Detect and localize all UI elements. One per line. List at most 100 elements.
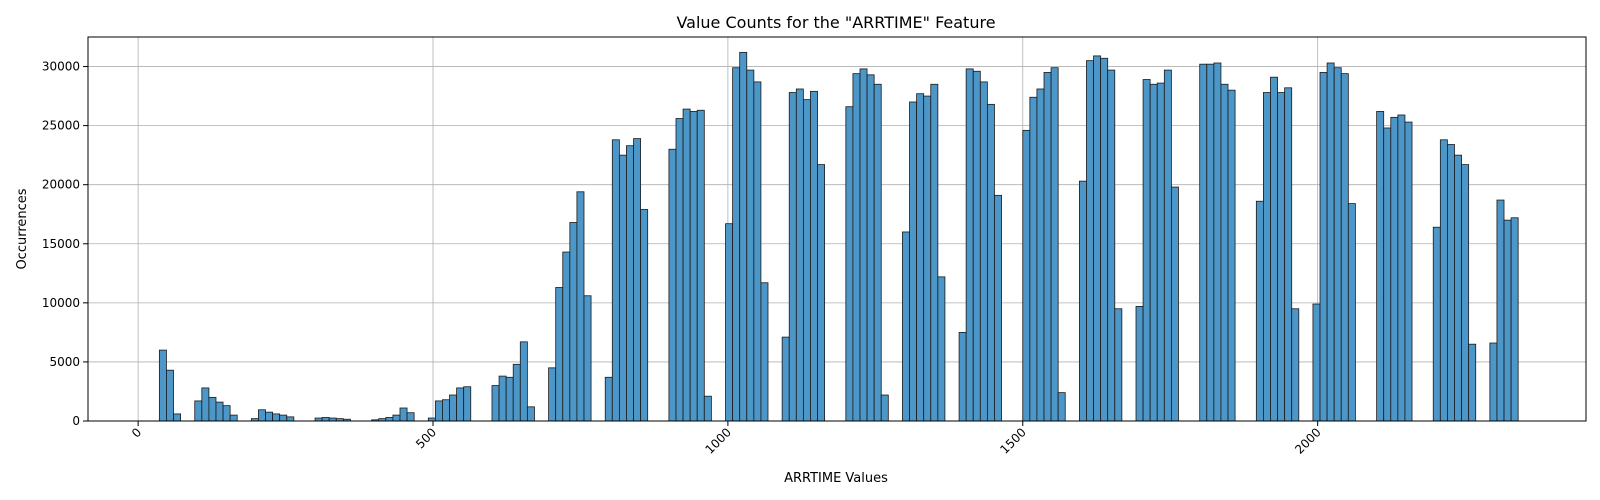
histogram-bar xyxy=(569,222,578,422)
histogram-bar xyxy=(1510,217,1519,422)
histogram-bar xyxy=(201,387,210,422)
histogram-bar xyxy=(1227,89,1236,422)
y-tick-label: 10000 xyxy=(42,296,80,310)
histogram-bar xyxy=(689,111,698,422)
histogram-bar xyxy=(1093,55,1102,422)
histogram-bar xyxy=(923,95,932,422)
histogram-bar xyxy=(1057,392,1066,422)
histogram-bar xyxy=(1050,67,1059,422)
histogram-bar xyxy=(1454,154,1462,422)
histogram-bar xyxy=(555,287,564,422)
histogram-bar xyxy=(258,409,266,422)
histogram-bar xyxy=(158,349,167,422)
histogram-bar xyxy=(909,101,918,422)
histogram-bar xyxy=(1156,82,1165,422)
histogram-bar xyxy=(746,69,755,422)
histogram-bar xyxy=(399,407,408,422)
histogram-bar xyxy=(1404,121,1413,422)
histogram-bar xyxy=(1496,199,1505,422)
histogram-bar xyxy=(1333,67,1342,422)
histogram-bar xyxy=(1114,308,1123,422)
histogram-bar xyxy=(498,375,507,422)
histogram-bar xyxy=(512,363,521,422)
histogram-bar xyxy=(1468,343,1477,422)
histogram-bar xyxy=(1100,57,1109,422)
histogram-bar xyxy=(873,83,882,422)
histogram-bars xyxy=(158,51,1519,422)
histogram-bar xyxy=(1149,83,1158,422)
histogram-bar xyxy=(194,400,203,422)
histogram-bar xyxy=(1326,62,1335,422)
histogram-bar xyxy=(866,74,875,422)
histogram-bar xyxy=(1213,62,1222,422)
x-tick-label: 500 xyxy=(413,425,439,451)
y-tick-label: 0 xyxy=(72,414,80,428)
histogram-bar xyxy=(1277,92,1286,422)
histogram-bar xyxy=(229,414,238,422)
histogram-bar xyxy=(725,223,734,422)
x-tick-label: 1500 xyxy=(997,425,1028,456)
histogram-bar xyxy=(795,88,804,422)
histogram-bar xyxy=(817,164,826,422)
histogram-bar xyxy=(1206,63,1215,422)
histogram-bar xyxy=(1029,96,1038,422)
x-tick-label: 1000 xyxy=(703,425,734,456)
histogram-bar xyxy=(1135,305,1144,422)
histogram-bar xyxy=(682,108,691,422)
histogram-bar xyxy=(1270,76,1278,422)
histogram-bar xyxy=(1291,308,1300,422)
y-tick-label: 15000 xyxy=(42,237,80,251)
histogram-bar xyxy=(286,416,295,422)
histogram-bar xyxy=(937,276,946,422)
histogram-bar xyxy=(1262,92,1271,422)
histogram-bar xyxy=(576,191,585,422)
histogram-bar xyxy=(1383,127,1392,422)
histogram-bar xyxy=(781,336,790,422)
histogram-bar xyxy=(442,399,450,422)
histogram-bar xyxy=(965,68,974,422)
histogram-bar xyxy=(406,412,415,422)
histogram-bar xyxy=(321,417,330,422)
histogram-bar xyxy=(696,109,705,422)
histogram-bar xyxy=(626,145,634,422)
histogram-bar xyxy=(788,92,797,422)
chart-title: Value Counts for the "ARRTIME" Feature xyxy=(676,13,995,32)
histogram-bar xyxy=(739,51,748,422)
histogram-bar xyxy=(604,376,613,422)
histogram-bar xyxy=(1319,72,1328,422)
histogram-bar xyxy=(916,93,925,422)
histogram-bar xyxy=(1022,129,1031,422)
y-tick-label: 30000 xyxy=(42,60,80,74)
histogram-bar xyxy=(1142,79,1151,422)
histogram-bar xyxy=(618,154,627,422)
histogram-bar xyxy=(1312,303,1321,422)
x-axis-label: ARRTIME Values xyxy=(784,471,888,486)
histogram-bar xyxy=(1284,87,1293,422)
histogram-bar xyxy=(1432,226,1441,422)
histogram-bar xyxy=(675,118,684,422)
histogram-bar xyxy=(1170,186,1179,422)
histogram-bar xyxy=(1255,200,1264,422)
histogram-bar xyxy=(852,73,861,422)
y-axis-label: Occurrences xyxy=(15,188,30,269)
histogram-bar xyxy=(272,413,281,422)
histogram-bar xyxy=(1447,144,1455,422)
histogram-bar xyxy=(1036,88,1045,422)
histogram-bar xyxy=(173,413,181,422)
histogram-bar xyxy=(1503,219,1512,422)
histogram-bar xyxy=(668,148,677,422)
y-tick-label: 25000 xyxy=(42,119,80,133)
histogram-bar xyxy=(505,376,514,422)
histogram-bar xyxy=(1347,203,1356,422)
histogram-bar xyxy=(1220,83,1229,422)
histogram-bar xyxy=(392,414,401,422)
histogram-bar xyxy=(880,394,889,422)
histogram-bar xyxy=(491,385,500,422)
histogram-bar xyxy=(434,400,443,422)
histogram-bar xyxy=(859,68,868,422)
histogram-bar xyxy=(1397,114,1406,422)
histogram-bar xyxy=(1439,139,1448,422)
histogram-bar xyxy=(930,83,939,422)
histogram-bar xyxy=(810,90,818,422)
